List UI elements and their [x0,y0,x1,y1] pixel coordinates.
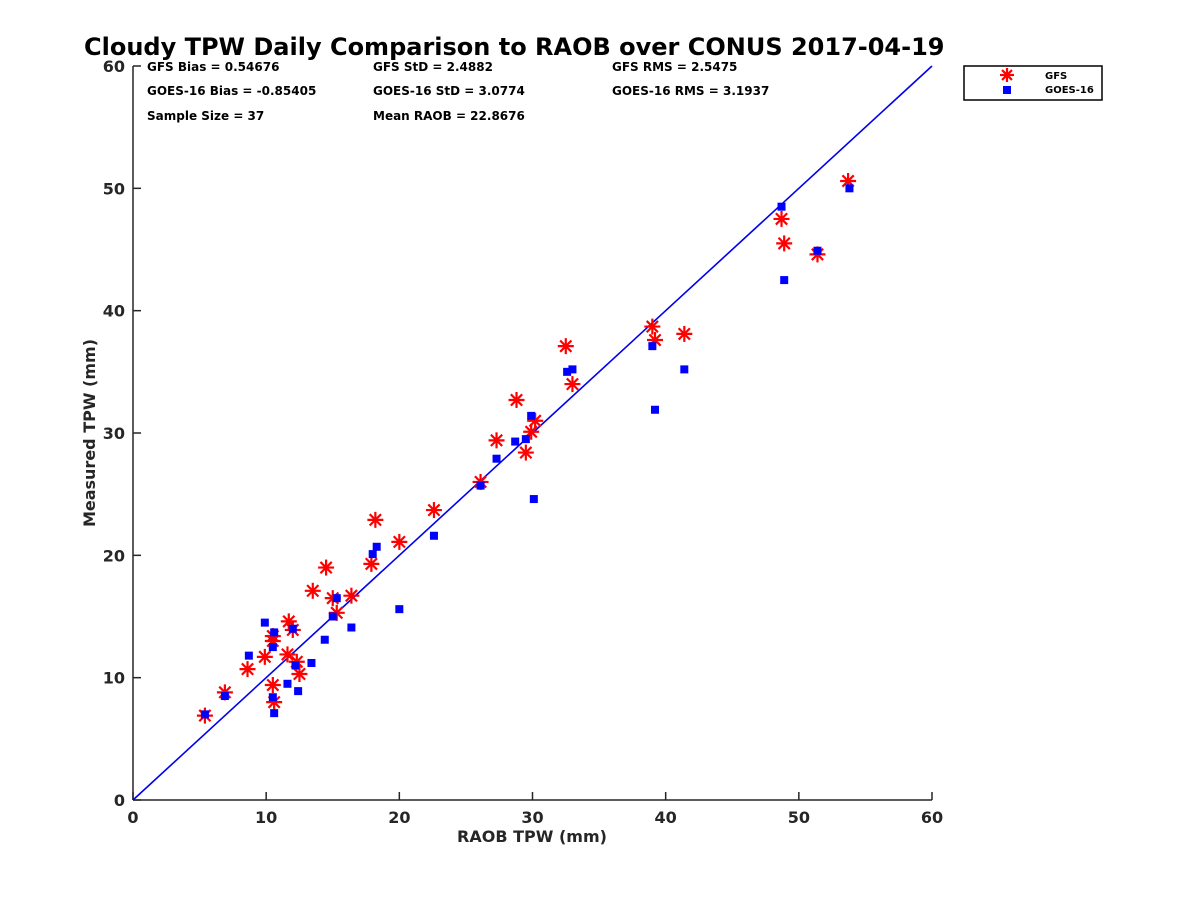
gfs-point [279,646,296,663]
goes16-point [283,679,292,688]
stat-gfs-std: GFS StD = 2.4882 [373,60,493,74]
legend-gfs-marker [1000,68,1014,82]
goes16-point [328,612,337,621]
goes16-point [813,246,822,255]
stat-gfs-bias: GFS Bias = 0.54676 [147,60,279,74]
goes16-point [777,202,786,211]
goes16-point [563,367,572,376]
x-tick-label: 40 [655,808,677,827]
goes16-point [270,628,279,637]
gfs-point [343,587,360,604]
y-tick-label: 50 [103,179,125,198]
stat-mean-raob: Mean RAOB = 22.8676 [373,109,525,123]
goes16-point [200,710,209,719]
gfs-point [676,325,693,342]
goes16-point [320,635,329,644]
goes16-point [347,623,356,632]
gfs-point [264,677,281,694]
gfs-point [367,511,384,528]
gfs-point [644,318,661,335]
stat-gfs-rms: GFS RMS = 2.5475 [612,60,737,74]
goes16-point [244,651,253,660]
gfs-point [318,559,335,576]
legend-gfs-asterisk [1000,68,1014,82]
gfs-point [363,555,380,572]
x-tick-label: 60 [921,808,943,827]
gfs-point [391,533,408,550]
goes16-point [268,693,277,702]
y-tick-label: 0 [114,791,125,810]
gfs-point [304,582,321,599]
stat-sample-size: Sample Size = 37 [147,109,264,123]
x-tick-label: 10 [255,808,277,827]
y-axis-ticks: 0 10 20 30 40 50 60 [103,57,141,810]
gfs-point [425,502,442,519]
goes16-point [220,692,229,701]
gfs-point [239,661,256,678]
goes16-point [511,437,520,446]
y-tick-label: 10 [103,669,125,688]
goes16-point [260,618,269,627]
legend-box [963,65,1103,101]
stat-goes-std: GOES-16 StD = 3.0774 [373,84,525,98]
goes16-point [476,481,485,490]
gfs-point [517,444,534,461]
x-axis-ticks: 0 10 20 30 40 50 60 [127,792,943,827]
gfs-point [256,648,273,665]
y-tick-label: 20 [103,546,125,565]
gfs-point [488,432,505,449]
goes16-point [680,365,689,374]
goes16-point [527,411,536,420]
goes16-point [529,495,538,504]
goes16-point [368,550,377,559]
goes16-point [395,605,404,614]
goes16-series [200,184,854,719]
goes16-point [651,405,660,414]
gfs-point [564,376,581,393]
legend: GFS GOES-16 [963,65,1103,101]
goes16-point [429,531,438,540]
goes16-point [492,454,501,463]
legend-goes16-label: GOES-16 [1045,85,1094,96]
gfs-series [196,172,857,724]
goes16-point [270,709,279,718]
goes16-point [294,687,303,696]
goes16-point [780,276,789,285]
gfs-point [557,338,574,355]
x-axis-label: RAOB TPW (mm) [457,827,607,846]
legend-gfs-label: GFS [1045,71,1067,82]
y-tick-label: 60 [103,57,125,76]
y-axis-label: Measured TPW (mm) [80,339,99,527]
y-tick-label: 30 [103,424,125,443]
goes16-point [268,643,277,652]
goes16-point [568,365,577,374]
x-tick-label: 0 [127,808,138,827]
stats-panel: GFS Bias = 0.54676 GFS StD = 2.4882 GFS … [147,60,769,123]
legend-goes16-marker [1003,86,1011,94]
goes16-point [288,624,297,633]
goes16-point [845,184,854,193]
stat-goes-bias: GOES-16 Bias = -0.85405 [147,84,316,98]
x-tick-label: 50 [788,808,810,827]
goes16-point [648,342,657,351]
stat-goes-rms: GOES-16 RMS = 3.1937 [612,84,769,98]
goes16-point [372,542,381,551]
goes16-point [332,594,341,603]
gfs-point [773,210,790,227]
chart-title: Cloudy TPW Daily Comparison to RAOB over… [84,33,944,61]
gfs-point [776,235,793,252]
goes16-point [521,435,530,444]
gfs-point [508,391,525,408]
goes16-point [291,661,300,670]
y-tick-label: 40 [103,302,125,321]
x-tick-label: 30 [521,808,543,827]
goes16-point [307,658,316,667]
x-tick-label: 20 [388,808,410,827]
